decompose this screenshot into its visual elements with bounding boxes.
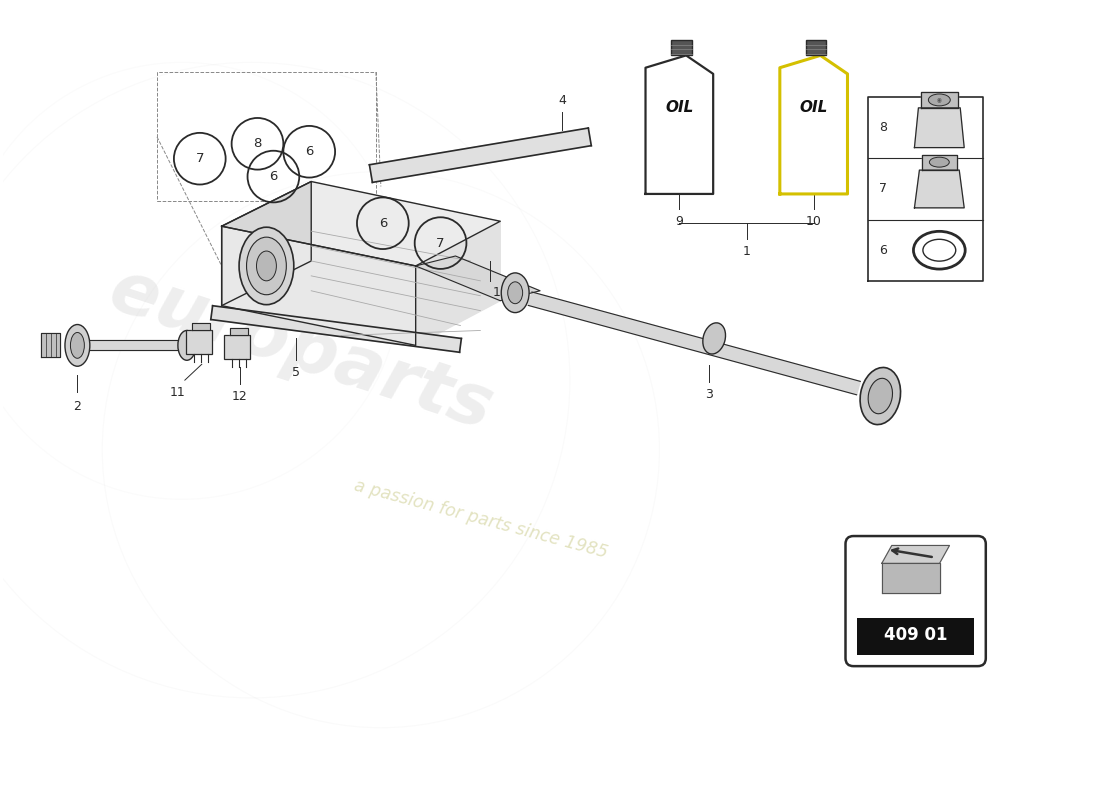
FancyBboxPatch shape — [186, 330, 211, 354]
Polygon shape — [191, 322, 210, 330]
Ellipse shape — [246, 237, 286, 294]
Polygon shape — [780, 55, 847, 194]
Ellipse shape — [930, 157, 949, 167]
Text: 3: 3 — [705, 388, 713, 401]
Polygon shape — [922, 155, 957, 170]
Text: 6: 6 — [305, 146, 314, 158]
Polygon shape — [222, 182, 500, 266]
Polygon shape — [528, 292, 860, 394]
Polygon shape — [416, 256, 540, 301]
Text: 5: 5 — [293, 366, 300, 379]
Polygon shape — [646, 55, 713, 194]
Polygon shape — [882, 563, 939, 593]
Text: 7: 7 — [437, 237, 444, 250]
Ellipse shape — [928, 94, 950, 106]
Polygon shape — [882, 546, 949, 563]
Text: 1: 1 — [744, 245, 751, 258]
Ellipse shape — [703, 323, 726, 354]
Text: 12: 12 — [232, 390, 248, 403]
Ellipse shape — [502, 273, 529, 313]
Text: 6: 6 — [270, 170, 277, 183]
Polygon shape — [921, 92, 958, 108]
Text: 6: 6 — [879, 244, 888, 257]
FancyBboxPatch shape — [805, 40, 826, 55]
Text: ◉: ◉ — [937, 98, 942, 102]
Ellipse shape — [65, 325, 90, 366]
Polygon shape — [82, 341, 197, 350]
FancyBboxPatch shape — [846, 536, 986, 666]
Polygon shape — [230, 327, 248, 335]
FancyBboxPatch shape — [671, 40, 692, 55]
Text: 1: 1 — [493, 286, 500, 298]
Polygon shape — [211, 306, 461, 352]
Text: 409 01: 409 01 — [884, 626, 947, 644]
Polygon shape — [222, 182, 311, 306]
Text: 11: 11 — [170, 386, 186, 399]
Text: 2: 2 — [74, 400, 81, 413]
Ellipse shape — [256, 251, 276, 281]
Polygon shape — [41, 334, 60, 358]
Ellipse shape — [868, 378, 892, 414]
Text: OIL: OIL — [800, 99, 828, 114]
Text: 6: 6 — [378, 217, 387, 230]
FancyBboxPatch shape — [223, 335, 250, 359]
Text: OIL: OIL — [666, 99, 693, 114]
Text: 8: 8 — [253, 138, 262, 150]
Text: 4: 4 — [558, 94, 565, 107]
Ellipse shape — [178, 330, 196, 360]
Text: europarts: europarts — [101, 256, 502, 445]
Polygon shape — [914, 170, 965, 208]
Ellipse shape — [239, 227, 294, 305]
Polygon shape — [370, 128, 592, 182]
Polygon shape — [914, 108, 965, 147]
Polygon shape — [222, 226, 416, 346]
Ellipse shape — [860, 367, 901, 425]
Text: 7: 7 — [196, 152, 204, 165]
FancyBboxPatch shape — [857, 618, 974, 655]
Ellipse shape — [508, 282, 522, 304]
Text: 7: 7 — [879, 182, 888, 195]
Text: 8: 8 — [879, 122, 888, 134]
Text: a passion for parts since 1985: a passion for parts since 1985 — [352, 477, 609, 562]
Polygon shape — [222, 222, 500, 346]
Text: 10: 10 — [805, 215, 822, 228]
Text: 9: 9 — [675, 215, 683, 228]
Ellipse shape — [70, 333, 85, 358]
